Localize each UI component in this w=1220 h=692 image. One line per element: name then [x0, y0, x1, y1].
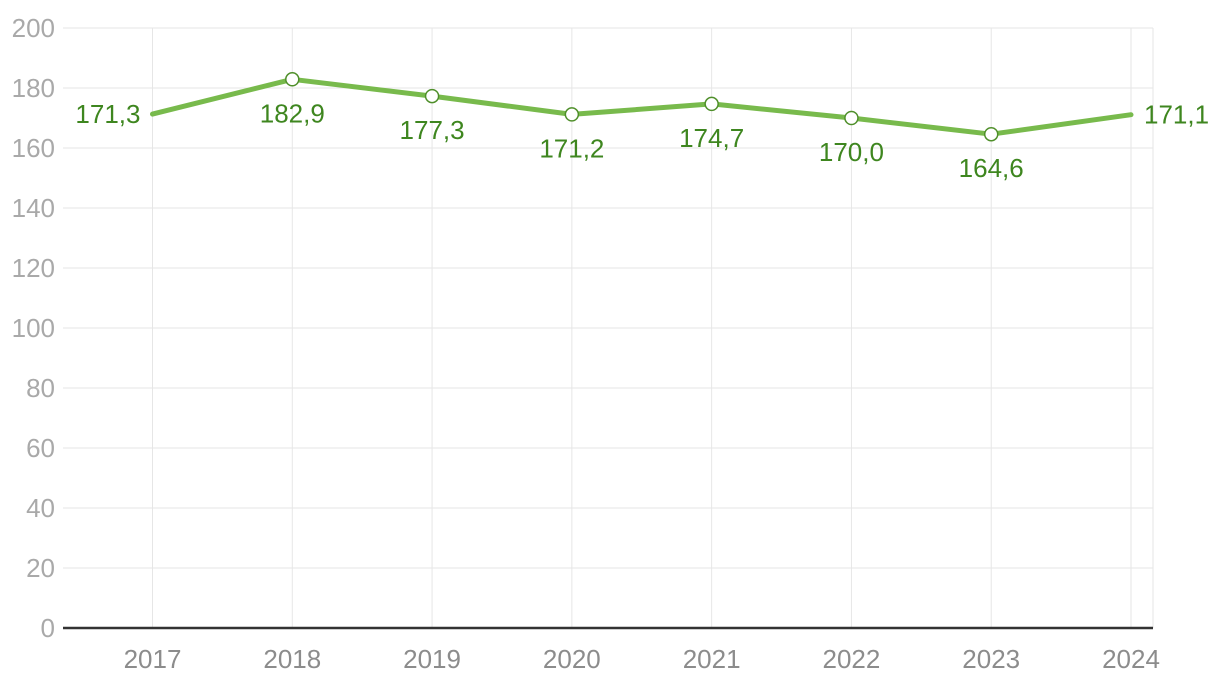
y-tick-label: 120: [12, 253, 55, 283]
x-tick-label: 2017: [124, 644, 182, 674]
x-tick-label: 2021: [683, 644, 741, 674]
x-tick-label: 2020: [543, 644, 601, 674]
data-point-marker: [424, 88, 440, 104]
y-tick-label: 20: [26, 553, 55, 583]
y-tick-label: 60: [26, 433, 55, 463]
y-tick-label: 140: [12, 193, 55, 223]
x-tick-label: 2019: [403, 644, 461, 674]
x-tick-label: 2023: [962, 644, 1020, 674]
point-value-label: 164,6: [959, 153, 1024, 183]
data-point-marker: [285, 72, 300, 87]
data-point-marker: [564, 107, 580, 122]
y-tick-label: 0: [41, 613, 55, 643]
point-value-label: 171,3: [75, 99, 140, 129]
y-tick-label: 100: [12, 313, 55, 343]
point-value-label: 174,7: [679, 123, 744, 153]
point-value-label: 177,3: [400, 115, 465, 145]
point-value-label: 182,9: [260, 98, 325, 128]
data-point-marker: [844, 110, 859, 126]
point-value-label: 170,0: [819, 137, 884, 167]
x-tick-label: 2024: [1102, 644, 1160, 674]
y-tick-label: 160: [12, 133, 55, 163]
series-line: [150, 76, 1134, 137]
point-value-label: 171,1: [1144, 100, 1209, 130]
y-tick-label: 80: [26, 373, 55, 403]
y-tick-label: 200: [12, 13, 55, 43]
x-tick-label: 2022: [823, 644, 881, 674]
point-value-label: 171,2: [539, 133, 604, 163]
data-point-marker: [704, 96, 719, 112]
data-point-marker: [983, 126, 999, 142]
x-tick-label: 2018: [263, 644, 321, 674]
y-tick-label: 40: [26, 493, 55, 523]
y-tick-label: 180: [12, 73, 55, 103]
